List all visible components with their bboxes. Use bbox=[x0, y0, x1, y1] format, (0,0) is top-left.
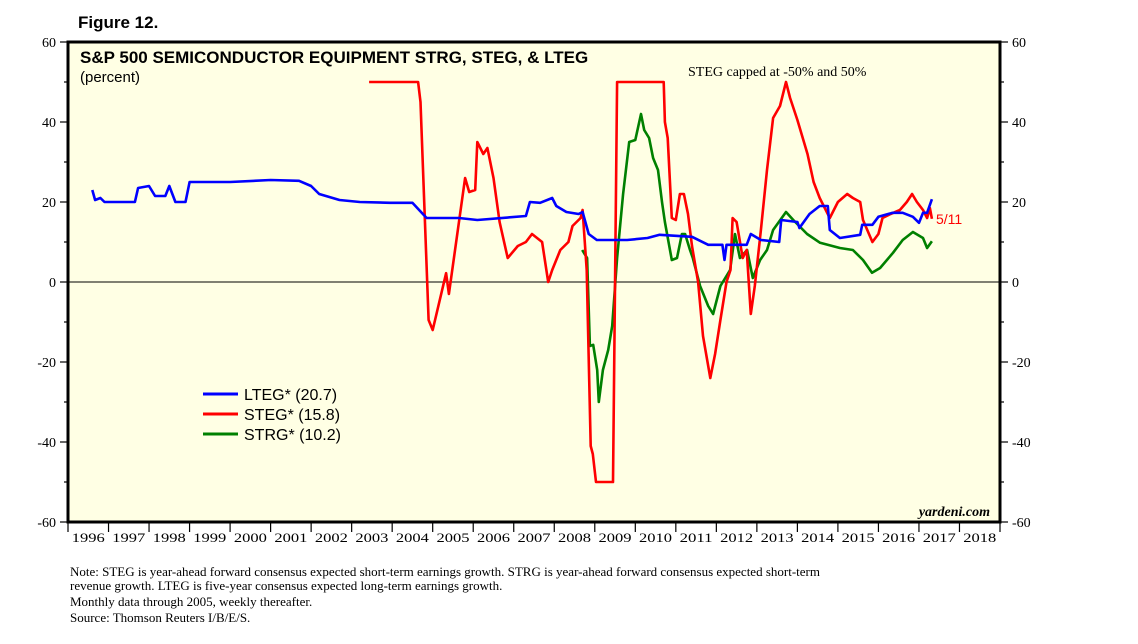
x-tick-label: 2011 bbox=[680, 530, 713, 545]
x-tick-label: 1996 bbox=[72, 530, 106, 545]
plot-frame bbox=[66, 40, 1002, 524]
y-tick-label-left: -20 bbox=[37, 356, 56, 371]
x-tick-label: 1998 bbox=[153, 530, 186, 545]
x-tick-label: 2012 bbox=[720, 530, 753, 545]
x-tick-label: 2009 bbox=[599, 530, 632, 545]
x-tick-label: 2006 bbox=[477, 530, 511, 545]
note-line-1: Note: STEG is year-ahead forward consens… bbox=[70, 564, 820, 579]
x-tick-label: 2007 bbox=[518, 530, 552, 545]
note-line-2: revenue growth. LTEG is five-year consen… bbox=[70, 578, 502, 593]
y-tick-label-left: 0 bbox=[49, 276, 56, 291]
figure-label: Figure 12. bbox=[78, 13, 158, 32]
y-tick-label-left: 20 bbox=[42, 196, 56, 211]
chart-subtitle: (percent) bbox=[80, 69, 140, 86]
y-tick-label-left: -40 bbox=[37, 436, 56, 451]
x-tick-label: 2018 bbox=[963, 530, 996, 545]
x-tick-label: 2017 bbox=[923, 530, 957, 545]
y-tick-label-right: 20 bbox=[1012, 196, 1026, 211]
legend-label-lteg: LTEG* (20.7) bbox=[244, 387, 337, 404]
y-tick-label-right: -20 bbox=[1012, 356, 1031, 371]
x-tick-label: 2014 bbox=[801, 530, 835, 545]
x-tick-label: 2004 bbox=[396, 530, 430, 545]
series-line-steg bbox=[369, 80, 934, 484]
x-tick-label: 2003 bbox=[355, 530, 388, 545]
x-tick-label: 2015 bbox=[842, 530, 875, 545]
end-date-label: 5/11 bbox=[936, 211, 962, 227]
y-tick-label-right: 0 bbox=[1012, 276, 1019, 291]
x-tick-label: 1997 bbox=[112, 530, 146, 545]
legend-label-steg: STEG* (15.8) bbox=[244, 407, 340, 424]
x-tick-label: 2000 bbox=[234, 530, 267, 545]
x-tick-label: 2010 bbox=[639, 530, 672, 545]
y-tick-label-right: 40 bbox=[1012, 116, 1026, 131]
x-tick-label: 2008 bbox=[558, 530, 591, 545]
y-tick-label-right: -60 bbox=[1012, 516, 1031, 531]
legend: LTEG* (20.7) STEG* (15.8) STRG* (10.2) bbox=[203, 387, 341, 444]
chart-title: S&P 500 SEMICONDUCTOR EQUIPMENT STRG, ST… bbox=[80, 48, 588, 67]
y-tick-label-left: 40 bbox=[42, 116, 56, 131]
x-tick-label: 2005 bbox=[436, 530, 469, 545]
note-line-4: Source: Thomson Reuters I/B/E/S. bbox=[70, 610, 250, 625]
x-tick-label: 2001 bbox=[274, 530, 307, 545]
x-tick-label: 2002 bbox=[315, 530, 348, 545]
legend-label-strg: STRG* (10.2) bbox=[244, 427, 341, 444]
y-tick-label-right: -40 bbox=[1012, 436, 1031, 451]
series-line-lteg bbox=[91, 178, 934, 262]
note-line-3: Monthly data through 2005, weekly therea… bbox=[70, 594, 312, 609]
watermark: yardeni.com bbox=[917, 505, 990, 520]
y-tick-label-left: -60 bbox=[37, 516, 56, 531]
x-tick-label: 1999 bbox=[193, 530, 226, 545]
y-tick-label-right: 60 bbox=[1012, 36, 1026, 51]
x-tick-label: 2016 bbox=[882, 530, 916, 545]
cap-annotation: STEG capped at -50% and 50% bbox=[688, 65, 867, 80]
y-tick-label-left: 60 bbox=[42, 36, 56, 51]
x-tick-label: 2013 bbox=[761, 530, 794, 545]
